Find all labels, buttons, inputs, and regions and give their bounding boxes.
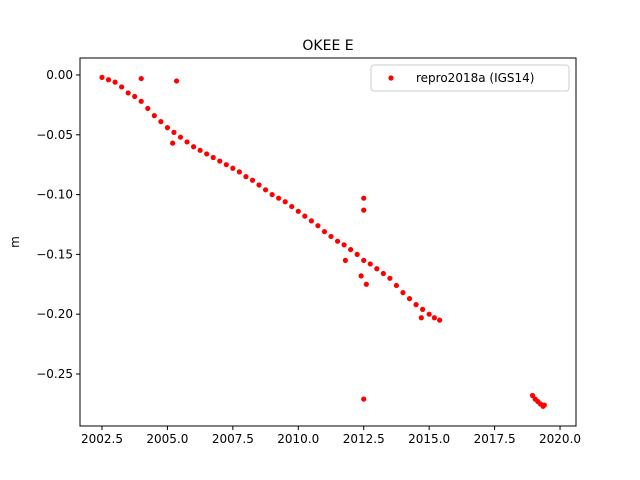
data-point — [145, 105, 151, 112]
data-point — [204, 151, 210, 157]
data-point — [426, 311, 432, 317]
data-point — [308, 218, 314, 224]
data-point — [230, 165, 236, 171]
data-point — [171, 129, 177, 135]
legend-label: repro2018a (IGS14) — [416, 71, 534, 85]
data-point — [354, 251, 360, 257]
data-point — [406, 296, 413, 302]
y-axis-label: m — [8, 236, 22, 248]
data-point — [541, 402, 547, 408]
x-tick-label: 2010.0 — [277, 432, 319, 446]
data-point — [367, 261, 373, 267]
data-point — [361, 207, 367, 213]
data-point — [164, 125, 171, 131]
data-point — [400, 290, 406, 296]
data-point — [358, 273, 364, 279]
data-point — [249, 177, 256, 183]
data-point — [334, 238, 341, 244]
data-point — [342, 257, 349, 263]
x-tick-label: 2017.5 — [474, 432, 516, 446]
y-tick-label: 0.00 — [46, 68, 73, 82]
y-tick-label: −0.05 — [36, 128, 73, 142]
data-point — [321, 229, 328, 235]
y-tick-label: −0.10 — [36, 188, 73, 202]
data-point — [138, 98, 144, 104]
data-point — [302, 213, 308, 219]
data-point — [315, 223, 321, 229]
x-tick-label: 2015.0 — [408, 432, 450, 446]
data-point — [112, 79, 118, 85]
data-point — [170, 140, 176, 146]
data-point — [269, 191, 275, 198]
chart-title: OKEE E — [302, 38, 353, 54]
data-point — [99, 74, 105, 80]
data-point — [119, 84, 125, 90]
data-point — [197, 147, 203, 153]
data-point — [380, 270, 386, 277]
data-point — [177, 134, 184, 140]
data-point — [190, 144, 197, 150]
data-point — [210, 154, 216, 161]
x-tick-label: 2012.5 — [343, 432, 385, 446]
y-tick-label: −0.20 — [36, 307, 73, 321]
data-point — [361, 257, 367, 263]
x-tick-label: 2020.0 — [539, 432, 581, 446]
data-point — [341, 242, 347, 248]
data-point — [295, 208, 301, 214]
data-point — [158, 119, 164, 125]
x-tick-label: 2007.5 — [212, 432, 254, 446]
data-point — [184, 139, 190, 145]
data-point — [348, 246, 354, 253]
data-point — [173, 78, 180, 84]
data-point — [132, 93, 138, 100]
data-point — [437, 317, 443, 323]
data-point — [217, 158, 223, 164]
x-tick-label: 2002.5 — [81, 432, 123, 446]
legend-marker — [388, 75, 394, 81]
y-tick-label: −0.25 — [36, 367, 73, 381]
data-point — [418, 315, 424, 321]
data-point — [289, 203, 295, 210]
plot-frame — [79, 57, 577, 427]
data-point — [125, 90, 131, 96]
legend-box — [370, 64, 570, 92]
data-point — [413, 302, 419, 308]
data-point — [223, 162, 229, 168]
data-point — [105, 77, 112, 83]
data-point — [529, 392, 536, 399]
data-point — [151, 113, 157, 119]
data-point — [363, 281, 369, 287]
data-point — [256, 182, 262, 188]
data-point — [361, 195, 367, 201]
x-tick-label: 2005.0 — [146, 432, 188, 446]
data-point — [420, 306, 426, 312]
data-point — [262, 187, 269, 193]
data-point — [243, 174, 249, 180]
data-point — [282, 199, 288, 205]
data-point — [387, 275, 393, 281]
data-point — [361, 396, 367, 402]
data-point — [276, 195, 282, 201]
data-point — [431, 315, 437, 321]
data-point — [328, 233, 334, 240]
data-point — [236, 169, 243, 175]
data-point — [393, 282, 400, 289]
data-point — [138, 75, 144, 82]
y-tick-label: −0.15 — [36, 247, 73, 261]
data-point — [374, 266, 380, 272]
